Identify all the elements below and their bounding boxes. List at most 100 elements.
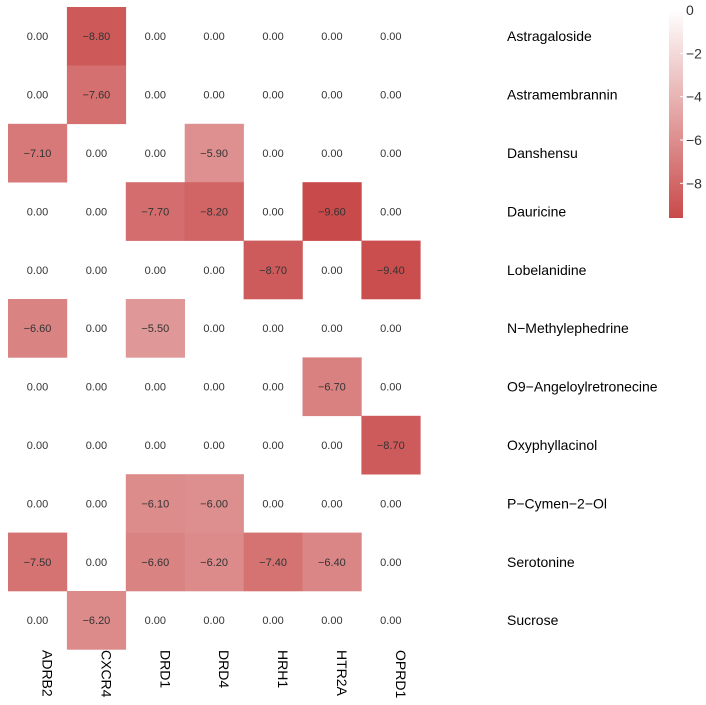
cell-value-label: 0.00 <box>380 206 401 218</box>
cell-value-label: 0.00 <box>321 498 342 510</box>
cell-value-label: −6.40 <box>318 557 346 569</box>
heatmap-cell <box>184 532 244 592</box>
row-label: P−Cymen−2−Ol <box>507 495 607 511</box>
cell-value-label: 0.00 <box>27 265 48 277</box>
heatmap-cell <box>243 532 303 592</box>
cell-value-label: −8.80 <box>82 31 110 43</box>
colorbar-tick-label: −2 <box>686 45 702 61</box>
row-label: Astramembrannin <box>507 87 618 103</box>
colorbar-legend: 0 −2 −4 −6 −8 <box>669 2 702 218</box>
row-label: Danshensu <box>507 145 578 161</box>
cell-value-label: 0.00 <box>203 31 224 43</box>
cell-value-label: 0.00 <box>380 615 401 627</box>
cell-value-label: 0.00 <box>203 90 224 102</box>
cell-value-label: 0.00 <box>321 148 342 160</box>
heatmap-cell <box>361 415 421 475</box>
cell-value-label: −7.50 <box>24 557 52 569</box>
cell-value-label: −7.10 <box>24 148 52 160</box>
cell-value-label: 0.00 <box>321 323 342 335</box>
cell-value-label: 0.00 <box>380 31 401 43</box>
heatmap-cell <box>184 474 244 533</box>
colorbar-tick-label: −6 <box>686 132 702 148</box>
colorbar-tick-label: 0 <box>686 2 694 18</box>
row-label: Dauricine <box>507 203 566 219</box>
cell-value-label: 0.00 <box>321 90 342 102</box>
cell-value-label: 0.00 <box>203 382 224 394</box>
colorbar-ticks: 0 −2 −4 −6 −8 <box>680 2 702 191</box>
cell-value-label: −6.70 <box>318 382 346 394</box>
cell-value-label: 0.00 <box>145 90 166 102</box>
cell-value-label: −5.90 <box>200 148 228 160</box>
cell-value-label: −8.20 <box>200 206 228 218</box>
column-label: ADRB2 <box>40 650 56 697</box>
cell-value-label: −6.60 <box>24 323 52 335</box>
heatmap-cell <box>361 240 421 300</box>
heatmap-cell <box>302 182 362 241</box>
column-label: OPRD1 <box>393 650 409 698</box>
cell-value-label: 0.00 <box>145 31 166 43</box>
column-label: CXCR4 <box>98 650 114 698</box>
cell-value-label: 0.00 <box>145 440 166 452</box>
heatmap-cell <box>8 123 68 183</box>
cell-value-label: 0.00 <box>380 90 401 102</box>
column-label: HRH1 <box>275 650 291 688</box>
heatmap-cell <box>8 299 68 358</box>
heatmap-cell <box>66 7 127 66</box>
cell-value-label: 0.00 <box>262 90 283 102</box>
cell-value-label: 0.00 <box>321 615 342 627</box>
cell-value-label: 0.00 <box>321 440 342 452</box>
heatmap-cell <box>302 532 362 592</box>
heatmap-cell <box>66 591 127 650</box>
cell-value-label: 0.00 <box>262 382 283 394</box>
colorbar-tick-label: −4 <box>686 89 702 105</box>
heatmap-cell <box>125 532 185 592</box>
cell-value-label: 0.00 <box>321 31 342 43</box>
colorbar-tick-label: −8 <box>686 175 702 191</box>
cell-value-label: 0.00 <box>86 557 107 569</box>
cell-value-label: 0.00 <box>380 323 401 335</box>
cell-value-label: 0.00 <box>262 148 283 160</box>
cell-value-label: 0.00 <box>262 206 283 218</box>
cell-value-label: 0.00 <box>380 557 401 569</box>
row-label: Astragaloside <box>507 28 592 44</box>
row-label: O9−Angeloylretronecine <box>507 379 658 395</box>
row-label: Serotonine <box>507 554 575 570</box>
row-label: Lobelanidine <box>507 262 587 278</box>
row-label: N−Methylephedrine <box>507 320 629 336</box>
cell-value-label: 0.00 <box>380 382 401 394</box>
heatmap-cell <box>184 182 244 241</box>
cell-value-label: 0.00 <box>86 265 107 277</box>
cell-value-label: 0.00 <box>27 206 48 218</box>
cell-value-label: 0.00 <box>86 148 107 160</box>
row-labels: Astragaloside Astramembrannin Danshensu Dau… <box>507 28 658 628</box>
heatmap-cell <box>302 357 362 417</box>
row-label: Oxyphyllacinol <box>507 437 597 453</box>
cell-value-label: 0.00 <box>203 265 224 277</box>
heatmap-cell <box>8 532 68 592</box>
cell-value-label: −7.40 <box>259 557 287 569</box>
cell-value-label: 0.00 <box>27 382 48 394</box>
heatmap-cell <box>184 123 244 183</box>
cell-value-label: 0.00 <box>262 615 283 627</box>
heatmap-cell <box>125 299 185 358</box>
cell-value-label: 0.00 <box>145 615 166 627</box>
cell-value-label: 0.00 <box>86 382 107 394</box>
cell-value-label: −9.40 <box>377 265 405 277</box>
cell-value-label: 0.00 <box>203 615 224 627</box>
cell-value-label: −6.20 <box>82 615 110 627</box>
cell-value-label: −5.50 <box>141 323 169 335</box>
cell-value-label: −6.20 <box>200 557 228 569</box>
heatmap-cell <box>125 182 185 241</box>
cell-value-label: 0.00 <box>262 498 283 510</box>
row-label: Sucrose <box>507 612 559 628</box>
cell-value-label: 0.00 <box>86 440 107 452</box>
cell-value-label: 0.00 <box>27 90 48 102</box>
cell-value-label: −9.60 <box>318 206 346 218</box>
heatmap-cell <box>125 474 185 533</box>
cell-value-label: −6.00 <box>200 498 228 510</box>
column-label: HTR2A <box>334 650 350 697</box>
cell-value-label: 0.00 <box>380 498 401 510</box>
cell-value-label: −7.70 <box>141 206 169 218</box>
cell-value-label: 0.00 <box>27 31 48 43</box>
